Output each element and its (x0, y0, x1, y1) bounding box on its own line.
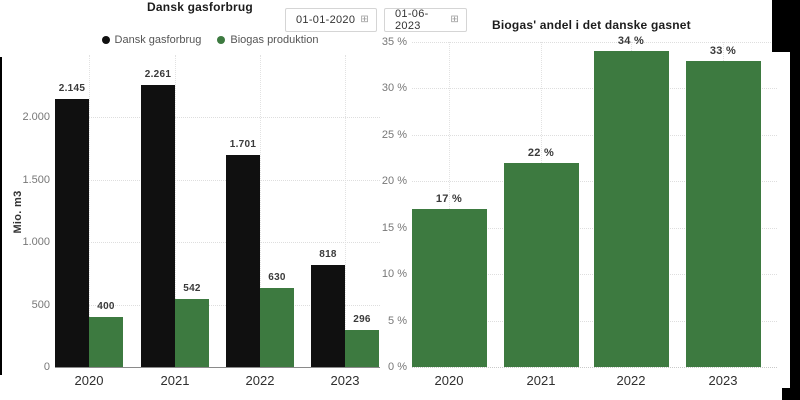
horizontal-gridline (55, 179, 380, 181)
calendar-icon[interactable]: ⊞ (360, 14, 369, 25)
bar-biogas-produktion-2020[interactable] (89, 317, 123, 367)
legend-label: Dansk gasforbrug (114, 34, 202, 46)
x-axis-label-2020: 2020 (434, 373, 464, 388)
bar-biogas-produktion-2023[interactable] (345, 330, 379, 367)
x-axis-label-2021: 2021 (526, 373, 556, 388)
y-axis-tick-label: 35 % (381, 36, 407, 48)
bar-value-label: 34 % (617, 35, 645, 48)
y-axis-tick-label: 2.000 (22, 111, 50, 124)
y-axis-tick-label: 10 % (381, 268, 407, 281)
bar-value-label: 22 % (527, 146, 555, 159)
bar-value-label: 2.261 (144, 68, 172, 80)
bar-dansk-gasforbrug-2020[interactable] (55, 99, 89, 367)
y-axis-tick-label: 15 % (381, 221, 407, 234)
bar-biogas-andel-2020[interactable] (411, 209, 487, 367)
y-axis-tick-label: 25 % (381, 128, 407, 141)
vertical-gridline (345, 55, 346, 367)
x-axis-line (412, 367, 777, 368)
bar-value-label: 17 % (435, 193, 463, 206)
horizontal-gridline (55, 304, 380, 306)
date-from-value: 01-01-2020 (296, 14, 356, 26)
vertical-gridline (260, 55, 261, 367)
bar-value-label: 2.145 (58, 83, 86, 95)
bar-value-label: 818 (319, 248, 337, 260)
screen-edge-artifact (790, 45, 800, 400)
x-axis-label-2022: 2022 (616, 373, 646, 388)
right-chart-title: Biogas' andel i det danske gasnet (492, 18, 691, 32)
bar-biogas-andel-2023[interactable] (685, 60, 761, 367)
bar-biogas-produktion-2022[interactable] (260, 288, 294, 367)
legend-dot-green (217, 36, 226, 44)
date-to-value: 01-06-2023 (395, 8, 429, 32)
vertical-gridline (175, 55, 176, 367)
bar-value-label: 542 (183, 283, 201, 295)
x-axis-label-2022: 2022 (245, 373, 275, 388)
vertical-gridline (449, 42, 450, 367)
x-axis-label-2021: 2021 (160, 373, 190, 388)
bar-value-label: 296 (353, 314, 371, 326)
left-chart-title: Dansk gasforbrug (147, 0, 253, 14)
screen-edge-artifact (0, 57, 2, 375)
horizontal-gridline (55, 242, 380, 244)
y-axis-tick-label: 20 % (381, 175, 407, 188)
x-axis-label-2020: 2020 (74, 373, 104, 388)
horizontal-gridline (412, 42, 777, 43)
bar-biogas-andel-2021[interactable] (503, 162, 579, 367)
bar-value-label: 400 (97, 301, 115, 313)
y-axis-tick-label: 1.000 (22, 236, 50, 249)
bar-value-label: 630 (268, 272, 286, 284)
y-axis-tick-label: 1.500 (22, 173, 50, 186)
x-axis-label-2023: 2023 (708, 373, 738, 388)
horizontal-gridline (55, 117, 380, 119)
x-axis-label-2023: 2023 (330, 373, 360, 388)
legend-label: Biogas produktion (230, 34, 319, 46)
legend-item-biogas: Biogas produktion (217, 34, 318, 46)
screen-edge-artifact (782, 388, 800, 400)
date-from-input[interactable]: 01-01-2020 ⊞ (285, 8, 377, 32)
legend: Dansk gasforbrug Biogas produktion (0, 34, 420, 46)
y-axis-title: Mio. m3 (12, 190, 24, 234)
y-axis-tick-label: 30 % (381, 82, 407, 95)
vertical-gridline (89, 55, 90, 367)
date-to-input[interactable]: 01-06-2023 ⊞ (384, 8, 467, 32)
y-axis-tick-label: 0 (43, 361, 50, 373)
legend-dot-black (101, 36, 110, 44)
bar-biogas-andel-2022[interactable] (593, 51, 669, 367)
bar-biogas-produktion-2021[interactable] (175, 299, 209, 367)
screen-edge-artifact (772, 0, 800, 52)
calendar-icon[interactable]: ⊞ (450, 14, 459, 25)
bar-dansk-gasforbrug-2021[interactable] (141, 84, 175, 367)
y-axis-tick-label: 0 % (388, 361, 407, 373)
x-axis-line (55, 367, 380, 368)
y-axis-tick-label: 5 % (388, 314, 407, 327)
bar-dansk-gasforbrug-2023[interactable] (311, 264, 345, 367)
bar-value-label: 33 % (709, 44, 737, 57)
bar-value-label: 1.701 (229, 138, 257, 150)
y-axis-tick-label: 500 (31, 298, 50, 311)
bar-dansk-gasforbrug-2022[interactable] (226, 154, 260, 367)
legend-item-gasforbrug: Dansk gasforbrug (101, 34, 202, 46)
